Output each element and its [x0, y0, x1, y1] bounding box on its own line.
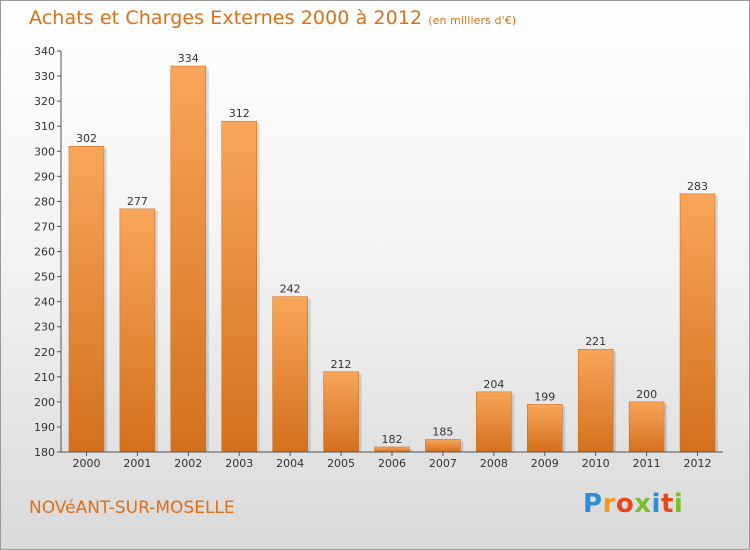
data-label-2012: 283	[687, 180, 708, 193]
y-tick-label: 190	[34, 421, 55, 434]
x-tick-label-2007: 2007	[429, 457, 457, 470]
logo-letter: x	[634, 489, 652, 519]
logo-letter: P	[583, 489, 603, 519]
y-tick-label: 230	[34, 321, 55, 334]
data-label-2003: 312	[229, 107, 250, 120]
bars: 302 277 334 312 242 212 182 185 204 199 221 200 283	[68, 52, 719, 453]
x-tick-label-2008: 2008	[480, 457, 508, 470]
data-label-2002: 334	[178, 52, 199, 65]
y-tick-label: 330	[34, 70, 55, 83]
data-label-2000: 302	[76, 132, 97, 145]
logo-letter: i	[673, 489, 684, 519]
data-label-2011: 200	[636, 388, 657, 401]
logo-letter: i	[651, 489, 661, 519]
data-label-2007: 185	[432, 425, 453, 438]
y-tick-label: 200	[34, 396, 55, 409]
data-label-2010: 221	[585, 335, 606, 348]
y-tick-label: 340	[34, 45, 55, 58]
y-tick-label: 310	[34, 120, 55, 133]
y-tick-label: 270	[34, 220, 55, 233]
y-tick-label: 280	[34, 195, 55, 208]
x-tick-label-2002: 2002	[174, 457, 202, 470]
bar-2011	[628, 401, 665, 453]
y-tick-label: 220	[34, 346, 55, 359]
bar-2001	[119, 208, 156, 453]
bar-2012	[679, 193, 716, 453]
commune-name: NOVéANT-SUR-MOSELLE	[29, 498, 235, 518]
x-tick-label-2012: 2012	[684, 457, 712, 470]
x-tick-label-2011: 2011	[633, 457, 661, 470]
x-tick-label-2001: 2001	[123, 457, 151, 470]
x-tick-label-2000: 2000	[72, 457, 100, 470]
bar-2010	[577, 348, 614, 453]
x-tick-label-2009: 2009	[531, 457, 559, 470]
y-tick-label: 290	[34, 170, 55, 183]
logo-letter: o	[615, 489, 635, 519]
data-label-2001: 277	[127, 195, 148, 208]
data-label-2006: 182	[382, 433, 403, 446]
bar-2009	[527, 404, 563, 453]
y-axis: 180 190 200 210 220 230 240 250 260 270 280 290 300 3…	[34, 45, 62, 459]
x-tick-label-2010: 2010	[582, 457, 610, 470]
data-label-2008: 204	[483, 378, 504, 391]
x-tick-label-2003: 2003	[225, 457, 253, 470]
x-tick-label-2004: 2004	[276, 457, 304, 470]
y-tick-label: 300	[34, 145, 55, 158]
y-tick-label: 260	[34, 246, 55, 259]
chart-title-unit: (en milliers d'€)	[428, 14, 517, 27]
bar-2004	[272, 296, 308, 453]
data-label-2009: 199	[534, 390, 555, 403]
bar-2002	[170, 65, 207, 453]
x-tick-label-2006: 2006	[378, 457, 406, 470]
logo-letter: t	[660, 489, 674, 519]
bar-2006	[374, 446, 410, 453]
data-label-2005: 212	[331, 358, 352, 371]
bar-2007	[425, 439, 461, 453]
bar-2000	[68, 145, 105, 453]
y-tick-label: 180	[34, 446, 55, 459]
proxiti-logo: Proxiti	[583, 489, 683, 519]
x-axis: 2000 2001 2002 2003 2004 2005 2006 2007 2008 2009…	[61, 451, 723, 470]
y-tick-label: 250	[34, 271, 55, 284]
y-tick-label: 210	[34, 371, 55, 384]
bar-2008	[476, 391, 512, 453]
x-tick-label-2005: 2005	[327, 457, 355, 470]
bar-2003	[221, 120, 257, 453]
y-tick-label: 320	[34, 95, 55, 108]
y-tick-label: 240	[34, 296, 55, 309]
chart-title: Achats et Charges Externes 2000 à 2012 (e…	[29, 7, 516, 29]
chart-title-text: Achats et Charges Externes 2000 à 2012	[29, 7, 423, 29]
bar-2005	[323, 371, 359, 453]
logo-letter: r	[602, 489, 616, 519]
data-label-2004: 242	[280, 283, 301, 296]
